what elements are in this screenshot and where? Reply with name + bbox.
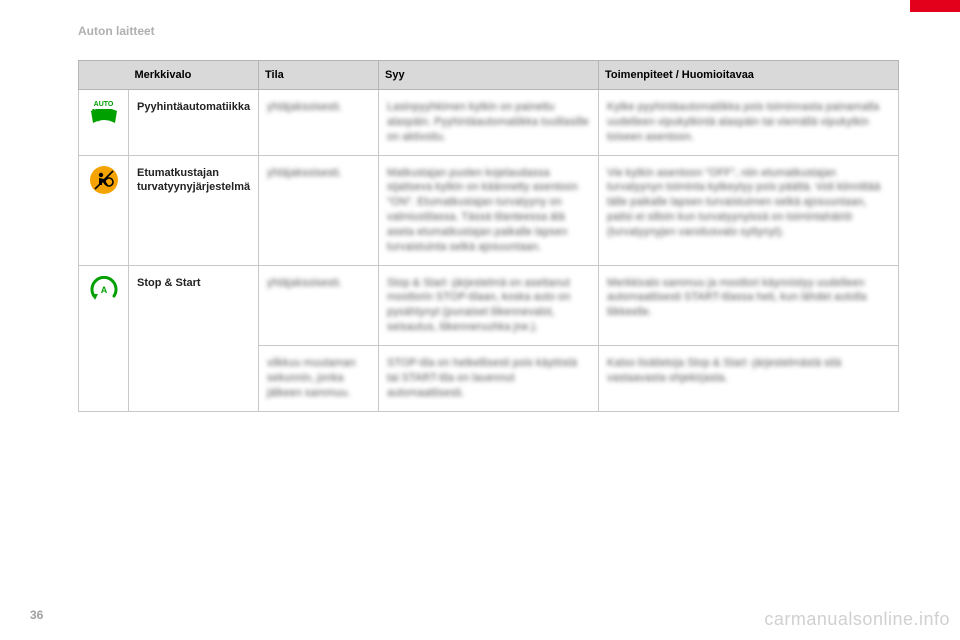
col-indicator [79, 61, 129, 90]
indicator-icon-cell: AUTO [79, 90, 129, 156]
indicator-state: yhtäjaksoisesti. [259, 265, 379, 345]
table-row: Etumatkustajan turvatyynyjärjestelmä yht… [79, 155, 899, 265]
col-action: Toimenpiteet / Huomioitavaa [599, 61, 899, 90]
indicator-cause: Lasinpyyhkimen kytkin on painettu alaspä… [379, 90, 599, 156]
auto-wiper-icon: AUTO [88, 100, 120, 130]
indicator-action: Kytke pyyhintäautomatiikka pois toiminna… [599, 90, 899, 156]
indicator-icon-cell [79, 155, 129, 265]
col-indicator-label: Merkkivalo [129, 61, 259, 90]
airbag-off-icon [90, 166, 118, 194]
indicators-table: Merkkivalo Tila Syy Toimenpiteet / Huomi… [78, 60, 899, 412]
table-header-row: Merkkivalo Tila Syy Toimenpiteet / Huomi… [79, 61, 899, 90]
indicator-name: Pyyhintäautomatiikka [129, 90, 259, 156]
col-cause: Syy [379, 61, 599, 90]
stop-start-icon: A [88, 276, 120, 304]
auto-label: AUTO [88, 100, 120, 109]
indicator-state: vilkkuu muutaman sekunnin, jonka jälkeen… [259, 345, 379, 411]
indicator-name: Stop & Start [129, 265, 259, 411]
table-row: AUTO Pyyhintäautomatiikka yhtäjaksoisest… [79, 90, 899, 156]
indicator-action: Vie kytkin asentoon "OFF", niin etumatku… [599, 155, 899, 265]
indicator-state: yhtäjaksoisesti. [259, 155, 379, 265]
accent-bar [910, 0, 960, 12]
indicator-action: Katso lisätietoja Stop & Start -järjeste… [599, 345, 899, 411]
table-row: A Stop & Start yhtäjaksoisesti. Stop & S… [79, 265, 899, 345]
col-state: Tila [259, 61, 379, 90]
section-title: Auton laitteet [78, 24, 155, 38]
indicator-state: yhtäjaksoisesti. [259, 90, 379, 156]
indicator-cause: Stop & Start -järjestelmä on asettanut m… [379, 265, 599, 345]
indicator-action: Merkkivalo sammuu ja moottori käynnistyy… [599, 265, 899, 345]
indicator-icon-cell: A [79, 265, 129, 411]
svg-text:A: A [100, 285, 107, 295]
watermark: carmanualsonline.info [764, 609, 950, 630]
page-number: 36 [30, 608, 43, 622]
indicator-cause: Matkustajan puolen kojelaudassa sijaitse… [379, 155, 599, 265]
indicator-name: Etumatkustajan turvatyynyjärjestelmä [129, 155, 259, 265]
indicator-cause: STOP-tila on hetkellisesti pois käytöstä… [379, 345, 599, 411]
